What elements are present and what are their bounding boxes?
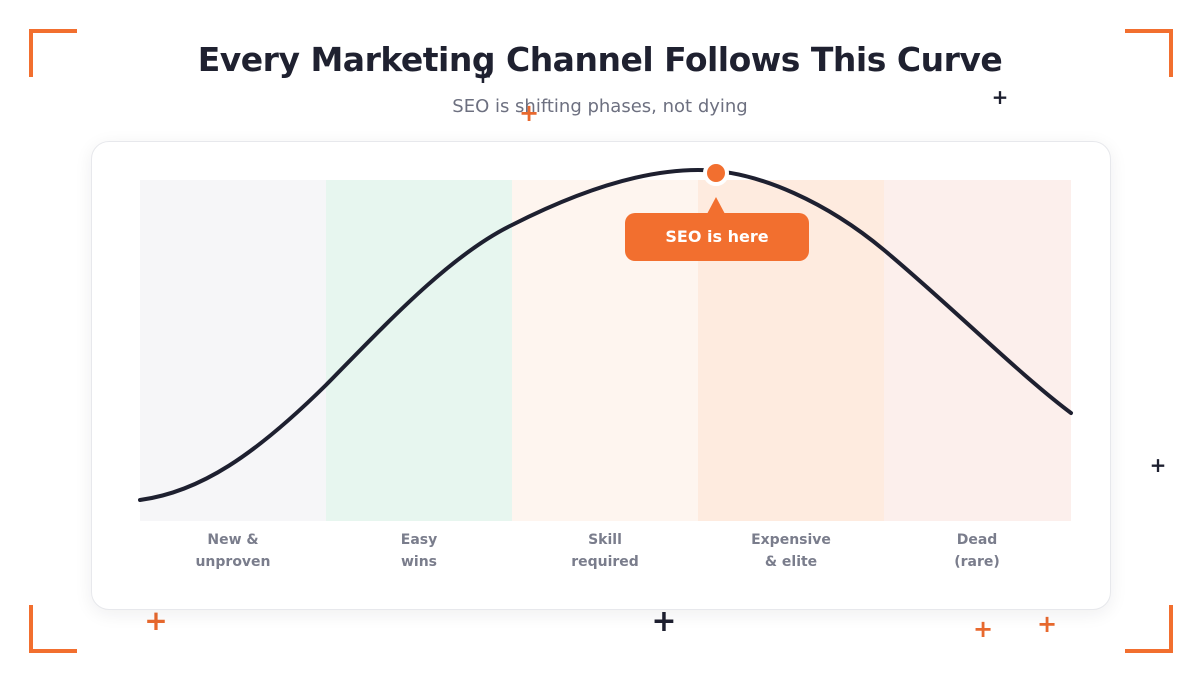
- plus-icon: +: [518, 99, 540, 127]
- phase-label-line: wins: [400, 554, 438, 570]
- phase-label-line: & elite: [764, 554, 818, 570]
- phase-label-line: required: [571, 554, 639, 570]
- plus-icon: +: [991, 85, 1009, 109]
- phase-label-line: New &: [207, 532, 259, 548]
- lifecycle-curve: [138, 168, 1073, 502]
- corner-bracket-icon-bottom-right: [1125, 605, 1173, 653]
- phase-label-skill: Skill required: [512, 529, 698, 573]
- seo-marker-dot: [703, 160, 729, 186]
- phase-label-line: unproven: [195, 554, 271, 570]
- phase-band-easy: [326, 180, 512, 521]
- phase-label-line: Easy: [400, 532, 438, 548]
- phase-label-line: Dead: [956, 532, 998, 548]
- corner-bracket-icon-bottom-left: [29, 605, 77, 653]
- phase-label-expensive: Expensive & elite: [698, 529, 884, 573]
- corner-bracket-icon-top-right: [1125, 29, 1173, 77]
- page-subtitle: SEO is shifting phases, not dying: [452, 96, 748, 117]
- plus-icon: +: [1149, 453, 1167, 477]
- plus-icon: +: [473, 64, 493, 89]
- phase-label-new: New & unproven: [140, 529, 326, 573]
- plus-icon: +: [144, 604, 168, 637]
- phase-band-dead: [884, 180, 1071, 521]
- phase-label-line: Skill: [588, 532, 622, 548]
- seo-callout: SEO is here: [625, 213, 809, 261]
- phase-label-line: (rare): [954, 554, 1000, 570]
- phase-label-line: Expensive: [751, 532, 831, 548]
- callout-pointer: [707, 197, 725, 214]
- phase-label-easy: Easy wins: [326, 529, 512, 573]
- plus-icon: +: [1036, 610, 1058, 638]
- plus-icon: +: [651, 604, 677, 639]
- corner-bracket-icon-top-left: [29, 29, 77, 77]
- page-title: Every Marketing Channel Follows This Cur…: [197, 40, 1003, 79]
- plus-icon: +: [972, 615, 994, 643]
- phase-label-dead: Dead (rare): [884, 529, 1070, 573]
